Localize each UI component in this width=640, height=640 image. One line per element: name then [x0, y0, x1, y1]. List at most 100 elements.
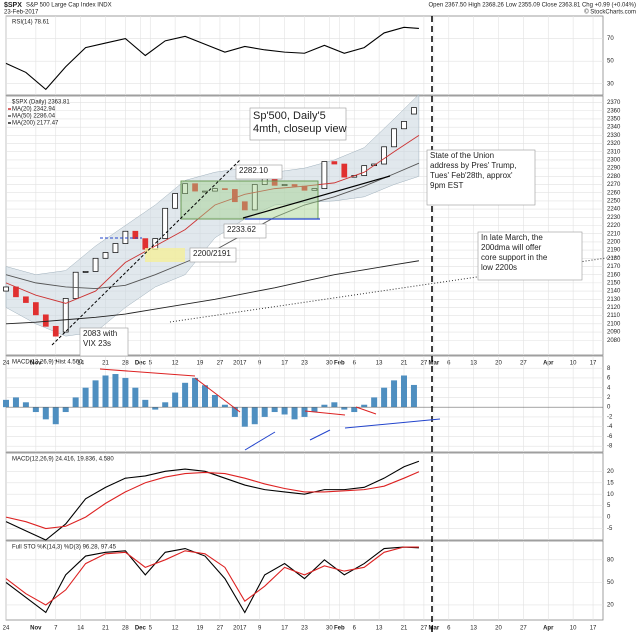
y-tick-label: 20: [607, 469, 614, 475]
x-tick-label: 13: [376, 361, 383, 367]
histogram-bar: [321, 404, 328, 408]
histogram-bar: [182, 382, 189, 408]
x-tick-label: 17: [281, 361, 288, 367]
y-tick-label: 2200: [607, 239, 621, 245]
candle: [13, 286, 19, 298]
y-tick-label: 30: [607, 81, 614, 87]
x-tick-label: 28: [122, 361, 129, 367]
x-tick-label: 17: [590, 361, 597, 367]
candle: [401, 121, 407, 130]
x-tick-label: Feb: [334, 626, 345, 632]
candle: [82, 271, 89, 273]
bollinger-band: [5, 93, 420, 337]
histogram-bar: [281, 407, 288, 415]
x-tick-label: 27: [421, 626, 428, 632]
histogram-bar: [152, 407, 159, 410]
x-tick-label: 7: [54, 626, 58, 632]
annotation-text: 2200/2191: [193, 249, 231, 258]
x-tick-label: 10: [570, 626, 577, 632]
x-tick-label: 13: [470, 361, 477, 367]
candle: [122, 230, 129, 244]
candle: [192, 183, 198, 192]
candle: [132, 230, 139, 239]
y-tick-label: 2130: [607, 297, 621, 303]
x-tick-label: 23: [301, 626, 308, 632]
x-tick-label: 7: [54, 361, 58, 367]
x-tick-label: 5: [149, 626, 153, 632]
divergence-line: [244, 431, 276, 451]
annotation-box: [189, 247, 237, 263]
histogram-bar: [52, 407, 59, 425]
candle: [251, 184, 258, 211]
annotation-text: 200dma will offer: [481, 243, 542, 252]
y-tick-label: 2280: [607, 174, 621, 180]
histogram-bar: [311, 407, 318, 413]
histogram-bar: [22, 402, 29, 408]
annotation-box: [223, 223, 267, 239]
y-tick-label: 2160: [607, 272, 621, 278]
candle: [182, 183, 188, 194]
annotation-text: core support in the: [481, 253, 548, 262]
x-tick-label: Apr: [543, 626, 554, 632]
histogram-bar: [291, 407, 298, 420]
credit: © StockCharts.com: [584, 9, 636, 16]
candle: [112, 243, 119, 253]
y-tick-label: 2330: [607, 133, 621, 139]
histogram-bar: [112, 374, 119, 408]
trend-line: [51, 159, 241, 346]
x-tick-label: 17: [281, 626, 288, 632]
y-tick-label: 6: [607, 376, 611, 382]
histogram-bar: [172, 392, 179, 408]
histogram-bar: [341, 407, 348, 410]
x-tick-label: 19: [197, 361, 204, 367]
panel-title: RSI(14) 78.61: [12, 20, 50, 26]
histogram-bar: [42, 407, 49, 420]
y-tick-label: 2290: [607, 166, 621, 172]
y-tick-label: 2140: [607, 289, 621, 295]
histogram-bar: [251, 407, 258, 425]
x-tick-label: 19: [197, 626, 204, 632]
panel-title: Full STO %K(14,3) %D(3) 96.28, 97.45: [12, 545, 117, 551]
x-tick-label: Nov: [30, 626, 42, 632]
divergence-line: [309, 429, 331, 441]
date: 23-Feb-2017: [4, 10, 39, 16]
y-tick-label: 2: [607, 395, 611, 401]
x-tick-label: Dec: [135, 361, 147, 367]
histogram-bar: [391, 380, 398, 408]
x-tick-label: Dec: [135, 626, 147, 632]
y-tick-label: -2: [607, 414, 613, 420]
y-tick-label: 2320: [607, 141, 621, 147]
candle: [222, 188, 228, 190]
legend-entry: MA(50) 2286.04: [12, 114, 56, 120]
range-box: [180, 180, 319, 220]
y-tick-label: 0: [607, 515, 611, 521]
x-tick-label: 30: [326, 626, 333, 632]
annotation-box: [79, 327, 129, 357]
x-tick-label: Mar: [429, 361, 440, 367]
histogram-bar: [72, 397, 79, 408]
histogram-bar: [3, 399, 9, 408]
x-tick-label: Apr: [543, 361, 554, 367]
y-tick-label: 50: [607, 580, 614, 586]
histogram-bar: [261, 407, 268, 417]
histogram-bar: [202, 385, 208, 408]
histogram-bar: [351, 407, 358, 413]
annotation-text: 2282.10: [239, 166, 268, 175]
histogram-bar: [102, 375, 109, 408]
candle: [52, 325, 59, 337]
x-tick-label: 28: [122, 626, 129, 632]
histogram-bar: [221, 404, 228, 408]
series-line: [5, 471, 420, 530]
x-tick-label: 17: [590, 626, 597, 632]
x-tick-label: 23: [301, 361, 308, 367]
candle: [92, 257, 99, 272]
y-tick-label: 2230: [607, 215, 621, 221]
y-tick-label: 2090: [607, 330, 621, 336]
candle: [232, 189, 238, 203]
y-tick-label: 2110: [607, 313, 621, 319]
histogram-bar: [92, 380, 99, 408]
y-tick-label: -4: [607, 424, 613, 430]
y-tick-label: 2260: [607, 190, 621, 196]
candle: [102, 252, 109, 259]
annotation-text: 4mth, closeup view: [253, 123, 347, 135]
